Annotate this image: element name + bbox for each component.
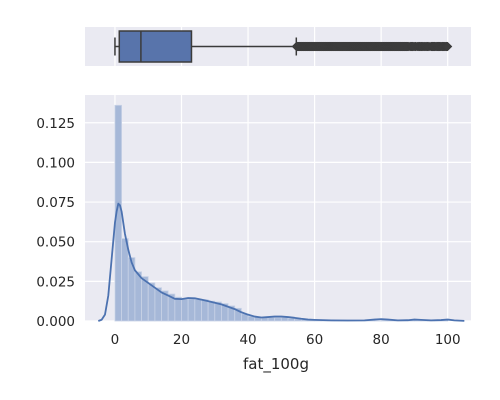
histogram-bar-3 bbox=[134, 271, 142, 322]
y-tick-label-5: 0.125 bbox=[36, 116, 75, 132]
y-tick-label-3: 0.075 bbox=[36, 195, 75, 211]
histogram-bar-5 bbox=[147, 282, 156, 322]
histogram-bar-25 bbox=[280, 317, 289, 322]
histogram-bars bbox=[114, 104, 449, 322]
y-tick-label-0: 0.000 bbox=[36, 314, 75, 330]
y-tick-label-2: 0.050 bbox=[36, 235, 75, 251]
histogram-bar-1 bbox=[121, 238, 129, 322]
y-tick-label-1: 0.025 bbox=[36, 274, 75, 290]
histogram-bar-24 bbox=[274, 317, 282, 322]
boxplot-outlier-marker bbox=[443, 41, 453, 52]
histogram-bar-11 bbox=[187, 298, 196, 322]
boxplot-box bbox=[118, 30, 193, 63]
histogram-bar-23 bbox=[267, 317, 276, 322]
histogram-bar-13 bbox=[201, 299, 209, 322]
x-tick-label-1: 20 bbox=[173, 332, 190, 348]
x-tick-label-5: 100 bbox=[435, 332, 461, 348]
y-tick-label-4: 0.100 bbox=[36, 155, 75, 171]
histogram-panel: 0 20 40 60 80 100 0.000 0.025 0.050 0.075 0.100 0.1… bbox=[36, 95, 471, 374]
x-tick-label-0: 0 bbox=[111, 332, 120, 348]
histogram-bar-14 bbox=[207, 300, 216, 322]
boxplot-outliers bbox=[291, 41, 453, 52]
x-axis-label: fat_100g bbox=[243, 355, 309, 374]
kde-line bbox=[97, 202, 465, 322]
x-tick-label-4: 80 bbox=[373, 332, 390, 348]
histogram-bar-12 bbox=[194, 299, 202, 322]
x-tick-label-3: 60 bbox=[306, 332, 323, 348]
histogram-bar-10 bbox=[181, 298, 189, 322]
histogram-bar-9 bbox=[174, 296, 182, 322]
x-tick-label-2: 40 bbox=[239, 332, 256, 348]
boxplot-panel bbox=[85, 27, 471, 66]
